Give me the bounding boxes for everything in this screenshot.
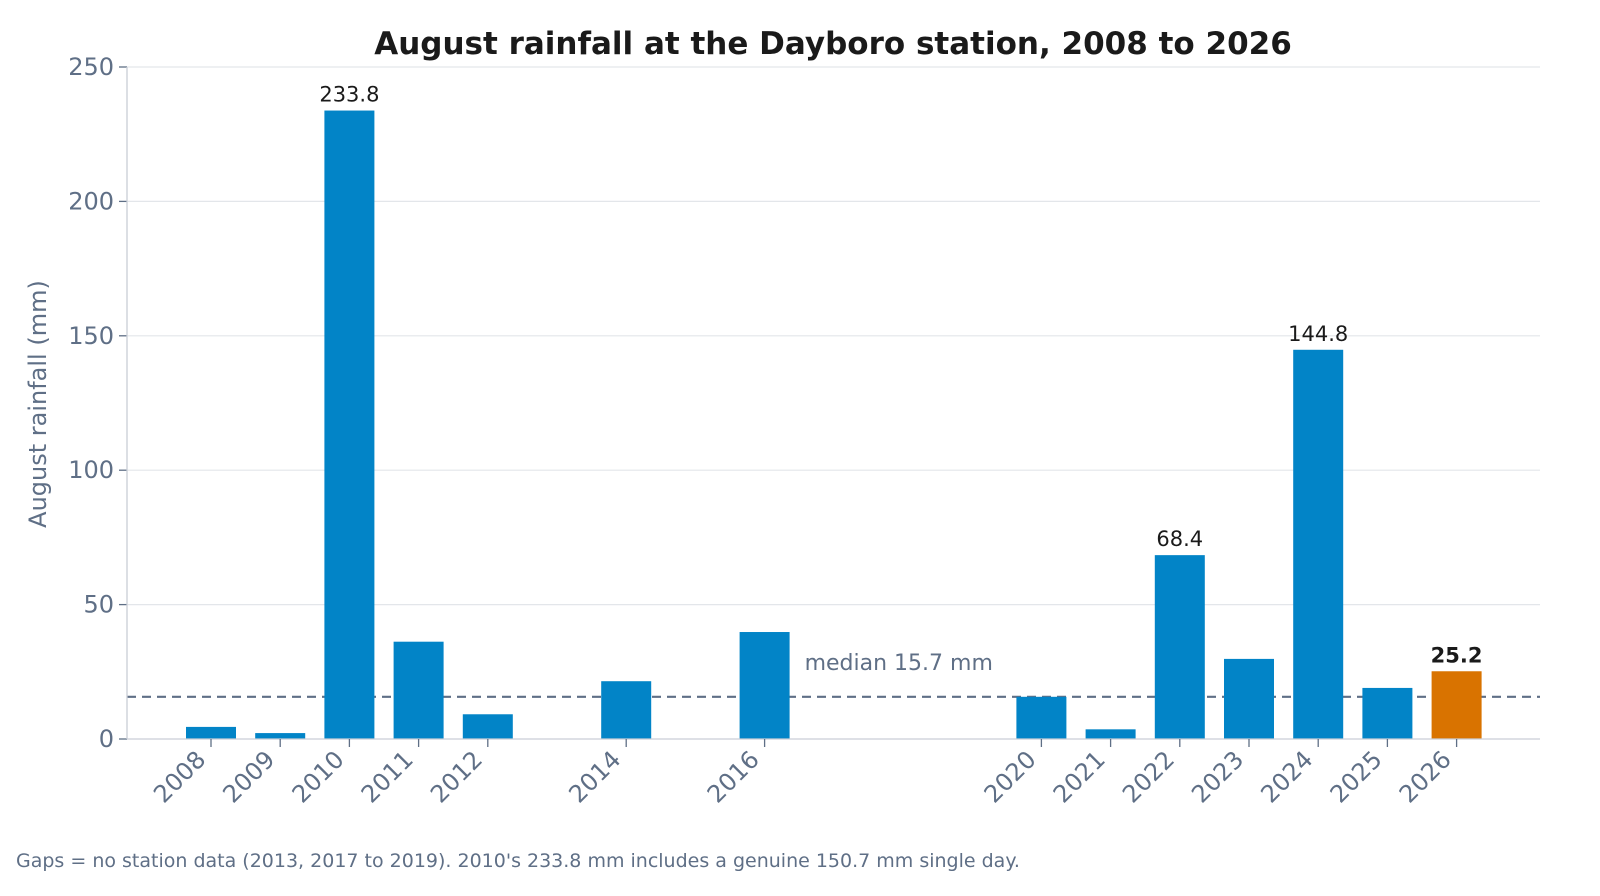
bar-2026 — [1431, 671, 1482, 739]
bars — [186, 110, 1482, 740]
bar-2016 — [739, 632, 790, 739]
bar-2020 — [1016, 696, 1067, 739]
bar-2022 — [1154, 555, 1205, 739]
median-label: median 15.7 mm — [805, 651, 993, 676]
bar-2008 — [186, 726, 236, 739]
bar-2023 — [1224, 658, 1274, 739]
bar-2024 — [1293, 349, 1344, 739]
x-tick-label-2026: 2026 — [1394, 745, 1457, 808]
y-tick-label-150: 150 — [68, 322, 114, 350]
x-tick-label-2014: 2014 — [563, 745, 626, 808]
x-tick-label-2012: 2012 — [425, 745, 488, 808]
data-labels: 233.8 68.4 144.8 25.2 — [319, 83, 1482, 668]
x-tick-label-2020: 2020 — [979, 745, 1042, 808]
x-tick-label-2016: 2016 — [702, 745, 765, 808]
y-tick-label-100: 100 — [68, 456, 114, 484]
y-axis-label: August rainfall (mm) — [24, 280, 52, 528]
data-label-2010: 233.8 — [319, 83, 379, 107]
data-label-2024: 144.8 — [1288, 322, 1348, 346]
bar-2010 — [324, 110, 375, 740]
x-tick-label-2021: 2021 — [1048, 745, 1111, 808]
footnote: Gaps = no station data (2013, 2017 to 20… — [16, 850, 1020, 872]
bar-2021 — [1085, 729, 1136, 739]
bar-2025 — [1362, 687, 1413, 739]
x-tick-label-2024: 2024 — [1255, 745, 1318, 808]
bar-2014 — [601, 681, 652, 739]
y-tick-label-50: 50 — [83, 591, 114, 619]
data-label-2022: 68.4 — [1156, 527, 1203, 551]
chart-title: August rainfall at the Dayboro station, … — [374, 26, 1292, 62]
bar-2009 — [255, 733, 306, 739]
x-tick-label-2011: 2011 — [356, 745, 419, 808]
x-tick-label-2022: 2022 — [1117, 745, 1180, 808]
bar-2011 — [393, 641, 444, 739]
bar-2012 — [462, 714, 513, 739]
x-tick-label-2010: 2010 — [287, 745, 350, 808]
y-tick-label-200: 200 — [68, 187, 114, 215]
y-tick-label-250: 250 — [68, 53, 114, 81]
x-tick-label-2009: 2009 — [217, 745, 280, 808]
data-label-2026: 25.2 — [1431, 643, 1483, 667]
x-tick-label-2023: 2023 — [1186, 745, 1249, 808]
x-tick-label-2008: 2008 — [148, 745, 211, 808]
x-tick-label-2025: 2025 — [1325, 745, 1388, 808]
y-tick-label-0: 0 — [99, 725, 114, 753]
